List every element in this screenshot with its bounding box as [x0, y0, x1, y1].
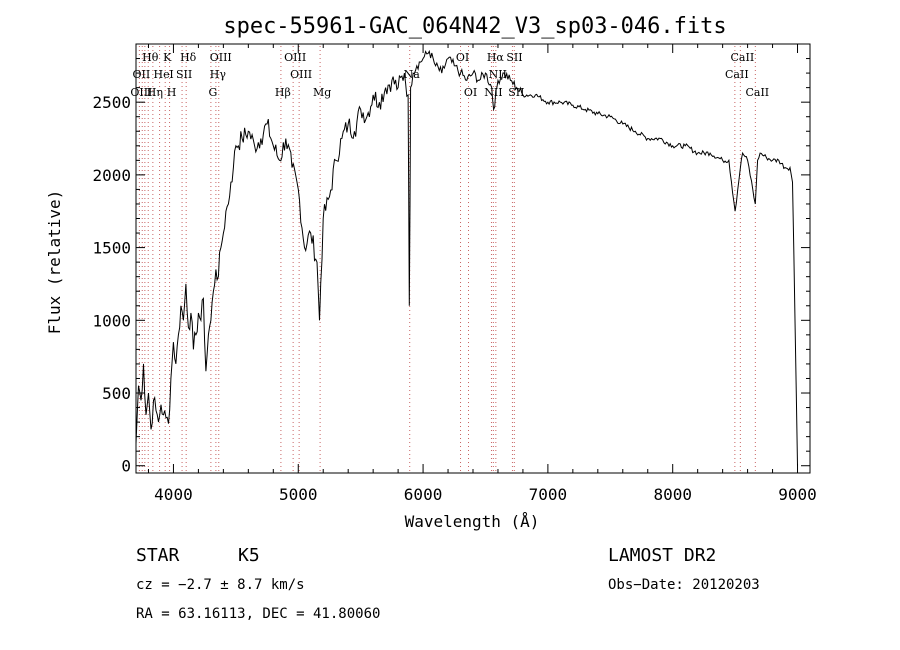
y-axis-ticks: 0 500 1000 1500 2000 2500: [92, 58, 810, 476]
line-label: OIII: [284, 51, 306, 64]
y-axis-label: Flux (relative): [45, 190, 64, 335]
footer-coords: RA = 63.16113, DEC = 41.80060: [136, 606, 380, 622]
line-label: OIII: [290, 68, 312, 81]
line-label: SII: [506, 51, 522, 64]
line-label: CaII: [725, 68, 749, 81]
footer-class: STAR: [136, 545, 180, 566]
line-label: G: [208, 86, 217, 99]
line-label: Hα: [487, 51, 505, 64]
spectrum-line: [135, 49, 798, 466]
footer-obs-date: Obs−Date: 20120203: [608, 577, 760, 593]
x-tick-label: 6000: [404, 485, 443, 504]
line-label: He: [154, 68, 170, 81]
line-label: CaII: [731, 51, 755, 64]
line-label: Hη: [147, 86, 163, 99]
plot-frame: [135, 43, 811, 474]
line-label: OIII: [210, 51, 232, 64]
line-label: Hδ: [180, 51, 197, 64]
line-label: K: [163, 51, 172, 64]
x-tick-label: 5000: [279, 485, 318, 504]
x-axis-label: Wavelength (Å): [405, 512, 540, 531]
line-label: Na: [404, 68, 421, 81]
line-label: Mg: [313, 86, 331, 99]
line-label: SII: [176, 68, 192, 81]
y-tick-label: 0: [121, 457, 131, 476]
line-label: H: [167, 86, 177, 99]
line-label: Hθ: [142, 51, 159, 64]
y-tick-label: 1500: [92, 239, 131, 258]
y-tick-label: 2000: [92, 166, 131, 185]
x-axis-ticks: 4000 5000 6000 7000 8000 9000: [147, 44, 817, 504]
line-label: OI: [456, 51, 469, 64]
x-tick-label: 7000: [529, 485, 568, 504]
line-label: OI: [464, 86, 477, 99]
x-tick-label: 9000: [778, 485, 817, 504]
line-label: I: [169, 68, 173, 81]
footer-survey: LAMOST DR2: [608, 545, 716, 566]
line-label: NII: [484, 86, 502, 99]
x-tick-label: 8000: [653, 485, 692, 504]
x-tick-label: 4000: [154, 485, 193, 504]
y-tick-label: 2500: [92, 93, 131, 112]
y-tick-label: 500: [102, 384, 131, 403]
footer-subclass: K5: [238, 545, 260, 566]
footer-cz: cz = −2.7 ± 8.7 km/s: [136, 577, 305, 593]
line-label: CaII: [745, 86, 769, 99]
line-markers: [138, 46, 756, 473]
line-label: Hβ: [275, 86, 291, 99]
line-label: OII: [133, 68, 151, 81]
chart-title: spec-55961-GAC_064N42_V3_sp03-046.fits: [223, 14, 726, 39]
y-tick-label: 1000: [92, 311, 131, 330]
line-label: Hγ: [210, 68, 227, 81]
